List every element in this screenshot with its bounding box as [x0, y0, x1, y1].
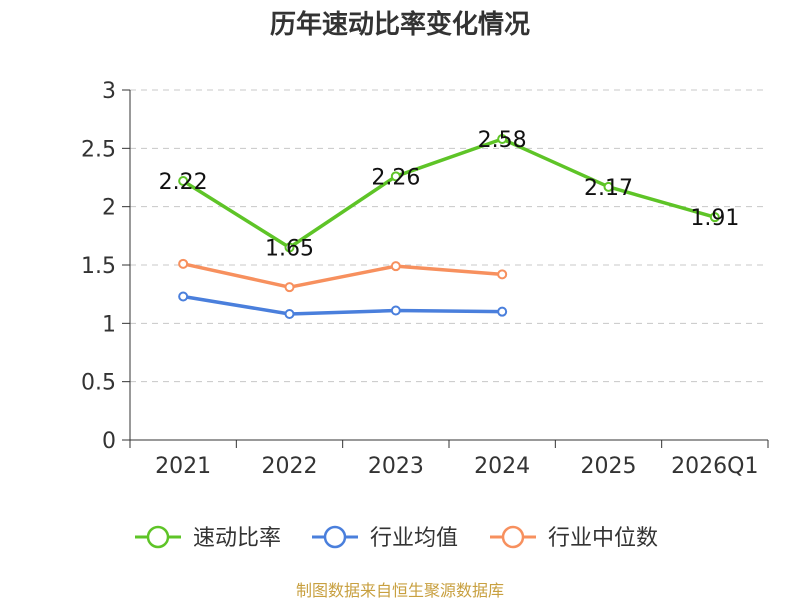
data-point — [178, 258, 189, 269]
y-tick-label: 0 — [102, 429, 116, 454]
x-tick-label: 2025 — [581, 454, 637, 479]
y-tick-label: 3 — [102, 79, 116, 104]
series-line-0 — [182, 137, 716, 250]
data-point — [178, 291, 189, 302]
data-point — [390, 305, 401, 316]
series-line-2 — [182, 262, 503, 289]
series-line-1 — [182, 294, 503, 316]
data-label: 1.65 — [265, 237, 314, 262]
data-point — [284, 242, 295, 253]
data-point — [390, 171, 401, 182]
source-note: 制图数据来自恒生聚源数据库 — [296, 581, 504, 600]
y-tick-label: 2.5 — [81, 137, 116, 162]
data-label: 2.22 — [159, 170, 208, 195]
data-label: 2.17 — [584, 176, 633, 201]
data-point — [390, 261, 401, 272]
data-point — [178, 176, 189, 186]
legend: 速动比率 行业均值 行业中位数 — [135, 525, 658, 551]
legend-label: 速动比率 — [193, 526, 281, 551]
y-tick-label: 2 — [102, 196, 116, 221]
data-point — [497, 134, 508, 144]
x-tick-label: 2026Q1 — [671, 454, 758, 479]
data-label: 1.91 — [690, 206, 739, 231]
axes: 0 0.5 1 1.5 2 2.5 3 2021 2022 2023 2024 2025 2026Q1 — [81, 79, 769, 479]
y-tick-label: 1 — [102, 312, 116, 337]
legend-marker — [323, 525, 347, 549]
series-group: 2.22 1.65 2.26 2.58 2.17 1.91 — [159, 128, 739, 319]
x-tick-label: 2021 — [155, 454, 211, 479]
data-point — [284, 282, 295, 293]
data-label: 2.26 — [371, 165, 420, 190]
legend-marker — [501, 525, 525, 549]
legend-label: 行业均值 — [370, 526, 458, 551]
legend-marker — [146, 525, 170, 549]
chart-title: 历年速动比率变化情况 — [270, 9, 530, 40]
data-point — [709, 212, 720, 223]
y-tick-label: 0.5 — [81, 371, 116, 396]
x-tick-label: 2024 — [474, 454, 530, 479]
y-tick-label: 1.5 — [81, 254, 116, 279]
data-point — [497, 306, 508, 317]
data-point — [497, 269, 508, 280]
grid — [130, 89, 768, 383]
data-point — [603, 181, 614, 192]
data-point — [284, 309, 295, 319]
x-tick-label: 2022 — [262, 454, 318, 479]
legend-label: 行业中位数 — [548, 526, 658, 551]
x-tick-label: 2023 — [368, 454, 424, 479]
data-label: 2.58 — [478, 128, 527, 153]
